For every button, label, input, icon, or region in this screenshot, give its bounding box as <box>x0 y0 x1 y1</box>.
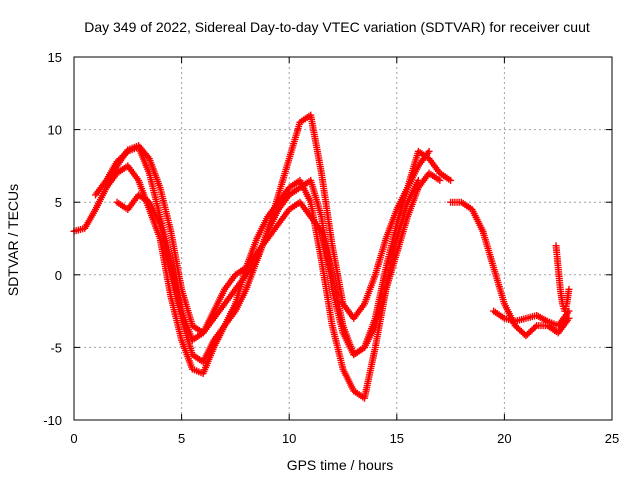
data-point-marker <box>565 285 573 293</box>
x-tick-label: 0 <box>70 431 77 446</box>
data-point-marker <box>436 176 444 184</box>
data-point-marker <box>531 323 539 331</box>
series-track-4 <box>113 169 444 359</box>
y-tick-label: -10 <box>43 413 62 428</box>
axis-ticks: 0 5 10 15 20 25 -10 -5 0 5 10 15 <box>43 50 619 446</box>
series-track-5 <box>447 198 573 340</box>
chart-title: Day 349 of 2022, Sidereal Day-to-day VTE… <box>84 19 590 35</box>
data-point-marker <box>447 176 455 184</box>
y-tick-label: 0 <box>55 268 62 283</box>
y-tick-label: -5 <box>50 340 62 355</box>
x-tick-label: 20 <box>497 431 511 446</box>
x-tick-label: 25 <box>605 431 619 446</box>
y-tick-label: 10 <box>48 123 62 138</box>
y-axis-label: SDTVAR / TECUs <box>5 184 21 296</box>
series-track-6 <box>490 307 573 330</box>
series-track-7 <box>552 242 573 315</box>
x-tick-label: 10 <box>282 431 296 446</box>
data-point-marker <box>425 147 433 155</box>
x-tick-label: 5 <box>178 431 185 446</box>
plot-frame <box>73 56 613 421</box>
y-tick-label: 5 <box>55 195 62 210</box>
y-tick-label: 15 <box>48 50 62 65</box>
data-series <box>70 111 573 402</box>
data-point-marker <box>122 149 130 157</box>
x-axis-label: GPS time / hours <box>287 457 394 473</box>
x-tick-label: 15 <box>390 431 404 446</box>
